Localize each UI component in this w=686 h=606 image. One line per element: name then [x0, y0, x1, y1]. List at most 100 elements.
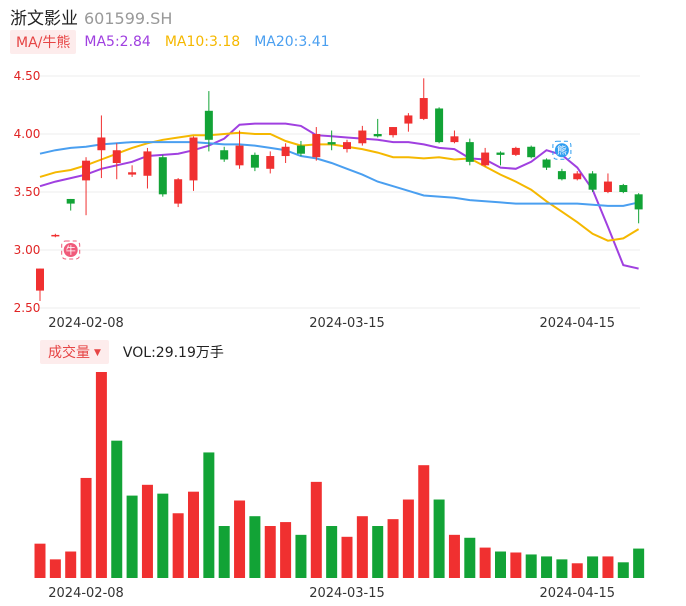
volume-bar — [341, 536, 353, 578]
candle-body — [143, 151, 152, 176]
candle-body — [82, 160, 91, 181]
candle-body — [296, 145, 305, 154]
y-tick-label: 4.50 — [14, 69, 41, 83]
volume-legend: 成交量 ▼ VOL:29.19万手 — [40, 340, 224, 364]
volume-bar — [387, 519, 399, 578]
price-chart[interactable]: 4.50 4.00 3.50 3.00 2.50 牛 熊 2024-02-08 2024-03-… — [0, 0, 686, 340]
volume-bar — [295, 534, 307, 578]
candle-body — [327, 142, 336, 145]
candle — [66, 198, 75, 211]
candle-body — [419, 98, 428, 119]
y-tick-label: 2.50 — [14, 301, 41, 315]
candle-body — [266, 156, 275, 169]
candle — [281, 143, 290, 163]
volume-bar — [479, 547, 491, 578]
stock-code: 601599.SH — [84, 9, 173, 28]
volume-bar — [525, 554, 537, 578]
candle — [496, 151, 505, 166]
candle-body — [112, 150, 121, 163]
candle-body — [389, 127, 398, 136]
volume-bar — [203, 452, 215, 578]
volume-bar — [126, 495, 138, 578]
candle-body — [557, 171, 566, 180]
marker-frame — [552, 140, 572, 160]
volume-bar — [356, 516, 368, 578]
ma10-legend: MA10:3.18 — [164, 34, 241, 50]
candle — [527, 145, 536, 159]
stock-header: 浙文影业 601599.SH — [10, 4, 173, 29]
y-tick-label: 3.00 — [14, 243, 41, 257]
candle — [158, 154, 167, 197]
candle — [189, 136, 198, 191]
volume-indicator-selector[interactable]: 成交量 ▼ — [40, 340, 109, 364]
stock-name: 浙文影业 — [10, 9, 78, 29]
bull-marker: 牛 — [61, 240, 81, 260]
volume-bar — [510, 552, 522, 578]
volume-tag-label: 成交量 — [48, 345, 90, 361]
volume-value: VOL:29.19万手 — [122, 345, 224, 361]
volume-bar — [495, 551, 506, 578]
candle — [174, 178, 183, 208]
candle — [128, 165, 137, 177]
candle — [389, 127, 398, 138]
volume-bar — [448, 534, 460, 578]
candle-body — [373, 134, 382, 137]
candle — [634, 193, 643, 224]
volume-bar — [402, 499, 414, 578]
volume-bar — [571, 563, 583, 578]
candle — [588, 171, 597, 192]
ma-indicator-selector[interactable]: MA/牛熊 — [10, 30, 77, 54]
volume-bar — [157, 493, 169, 578]
candle-body — [235, 145, 244, 166]
volume-bar — [280, 522, 292, 578]
candle — [36, 268, 44, 302]
candle — [465, 138, 474, 166]
volume-x-tick-label: 2024-04-15 — [539, 586, 615, 601]
candle — [373, 118, 382, 138]
ma5-legend: MA5:2.84 — [84, 34, 151, 50]
marker-label: 牛 — [66, 244, 76, 257]
x-tick-label: 2024-02-08 — [48, 316, 124, 331]
candle-body — [343, 142, 351, 150]
volume-bar — [602, 556, 614, 578]
candle-body — [542, 159, 551, 168]
candle-body — [204, 110, 213, 140]
candle — [204, 91, 213, 152]
candle-body — [450, 136, 459, 143]
volume-bar — [617, 562, 629, 578]
candle — [82, 157, 91, 216]
volume-bar — [65, 551, 77, 578]
candle-body — [97, 137, 106, 151]
volume-bar — [587, 556, 599, 578]
candle — [511, 146, 520, 157]
candle-body — [51, 234, 60, 237]
candle-body — [481, 152, 490, 166]
candle — [327, 130, 336, 151]
x-tick-label: 2024-04-15 — [539, 316, 615, 331]
volume-bar — [80, 477, 92, 578]
marker-badge — [63, 243, 78, 257]
volume-bar — [218, 526, 230, 578]
volume-bar — [433, 499, 445, 578]
candle-body — [527, 146, 536, 158]
candle-body — [465, 142, 474, 162]
candle — [220, 146, 229, 162]
volume-bar — [264, 526, 276, 578]
ma-legend: MA/牛熊 MA5:2.84 MA10:3.18 MA20:3.41 — [10, 30, 344, 54]
candle-body — [128, 172, 137, 175]
ma5-line — [39, 122, 639, 270]
candle — [542, 158, 551, 170]
volume-x-tick-label: 2024-03-15 — [309, 586, 385, 601]
y-tick-label: 3.50 — [14, 185, 41, 199]
candle — [51, 233, 60, 238]
candle — [143, 147, 152, 189]
candle-body — [174, 179, 183, 204]
volume-bar — [95, 372, 107, 578]
volume-bar — [188, 491, 199, 578]
volume-bar — [310, 481, 322, 578]
volume-bar — [49, 559, 61, 578]
volume-bar — [234, 500, 246, 578]
candle — [404, 113, 413, 132]
candle — [573, 171, 582, 181]
